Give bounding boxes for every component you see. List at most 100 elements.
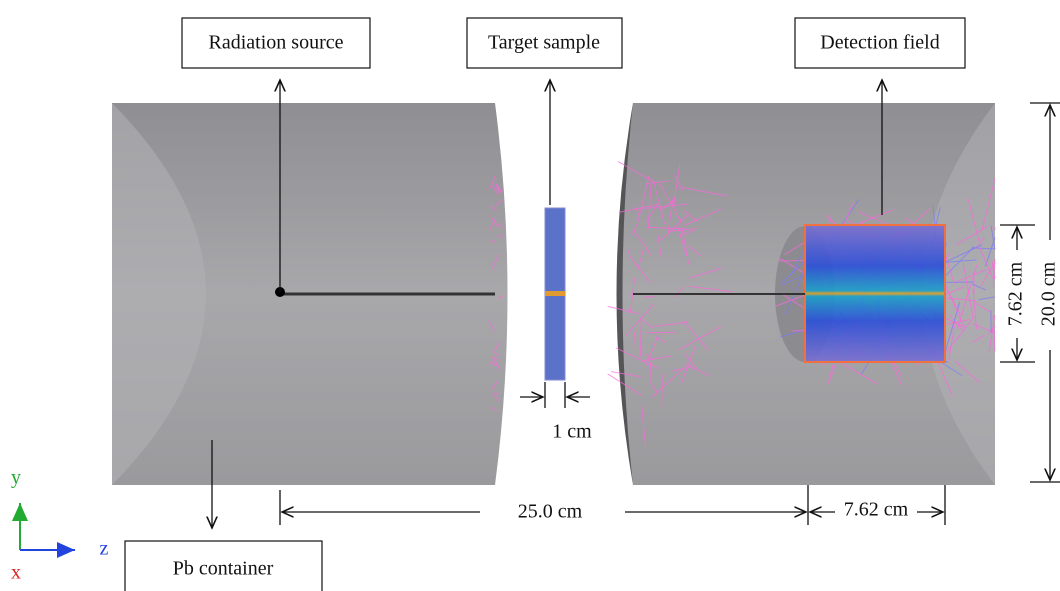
track xyxy=(654,335,666,344)
axis-label: x xyxy=(11,562,21,584)
track xyxy=(495,199,503,206)
track xyxy=(972,289,978,330)
track xyxy=(610,371,642,378)
label: Radiation source xyxy=(209,32,344,54)
track xyxy=(630,257,651,283)
track xyxy=(643,295,655,298)
track xyxy=(489,174,497,189)
track xyxy=(495,183,503,193)
track xyxy=(488,359,496,366)
track xyxy=(678,326,721,351)
axis-label: y xyxy=(11,467,21,489)
dimension-label: 7.62 cm xyxy=(844,499,909,521)
track xyxy=(981,178,996,230)
track xyxy=(631,223,638,236)
track xyxy=(488,320,496,332)
track xyxy=(633,230,653,257)
track xyxy=(684,363,711,377)
track xyxy=(607,373,643,396)
track xyxy=(626,247,632,259)
track xyxy=(944,316,975,355)
track xyxy=(640,401,647,448)
label-box xyxy=(466,17,623,69)
track xyxy=(672,366,692,372)
track xyxy=(684,352,698,370)
track xyxy=(941,246,975,280)
label-box xyxy=(794,17,966,69)
track xyxy=(956,225,989,246)
track xyxy=(688,285,733,293)
track xyxy=(667,198,674,235)
track xyxy=(493,394,500,403)
track xyxy=(972,334,985,343)
track xyxy=(649,321,689,328)
track xyxy=(682,209,698,222)
track xyxy=(490,204,497,212)
dimension-label: 25.0 cm xyxy=(518,501,583,523)
track xyxy=(947,290,965,328)
track xyxy=(990,225,996,250)
sample-beam xyxy=(545,291,565,296)
track xyxy=(496,235,503,238)
track xyxy=(641,355,673,362)
label: Target sample xyxy=(488,32,600,54)
track xyxy=(634,204,640,217)
track xyxy=(954,269,987,284)
track xyxy=(629,277,636,313)
track xyxy=(495,187,502,193)
track xyxy=(676,224,688,256)
track xyxy=(943,244,983,264)
track xyxy=(618,203,660,213)
dimension-label: 1 cm xyxy=(552,421,592,443)
track xyxy=(491,254,499,270)
track xyxy=(948,321,956,361)
track xyxy=(659,198,676,212)
detector xyxy=(805,225,945,362)
track xyxy=(489,239,496,243)
track xyxy=(971,283,986,291)
track xyxy=(978,296,996,301)
track xyxy=(493,358,501,372)
track xyxy=(673,164,681,206)
track xyxy=(645,180,670,185)
track xyxy=(660,213,690,241)
track xyxy=(650,382,659,394)
label-box xyxy=(124,540,323,591)
label-box xyxy=(181,17,371,69)
track xyxy=(784,268,806,316)
dimension-label: 7.62 cm xyxy=(1005,261,1027,326)
track xyxy=(639,319,642,358)
track xyxy=(962,263,974,319)
track xyxy=(490,381,498,391)
track xyxy=(825,214,837,226)
dimension-label: 20.0 cm xyxy=(1038,261,1060,326)
track xyxy=(490,356,498,360)
track xyxy=(979,247,995,281)
track xyxy=(945,301,961,351)
track xyxy=(491,185,499,196)
track xyxy=(493,351,501,358)
track xyxy=(942,259,977,263)
track xyxy=(967,264,978,295)
label: Pb container xyxy=(173,558,274,580)
track xyxy=(493,341,501,352)
track xyxy=(942,286,965,296)
track xyxy=(490,406,497,412)
track xyxy=(647,184,652,229)
track xyxy=(992,315,996,352)
track xyxy=(679,218,690,265)
track xyxy=(974,302,991,313)
track xyxy=(615,347,659,370)
track xyxy=(493,392,500,395)
track xyxy=(991,261,996,279)
track xyxy=(967,198,980,242)
track xyxy=(682,319,709,351)
track xyxy=(490,214,498,227)
track xyxy=(954,360,981,384)
track xyxy=(652,178,666,225)
track xyxy=(688,245,702,257)
track xyxy=(497,223,505,229)
track xyxy=(645,203,659,222)
track xyxy=(679,229,695,237)
